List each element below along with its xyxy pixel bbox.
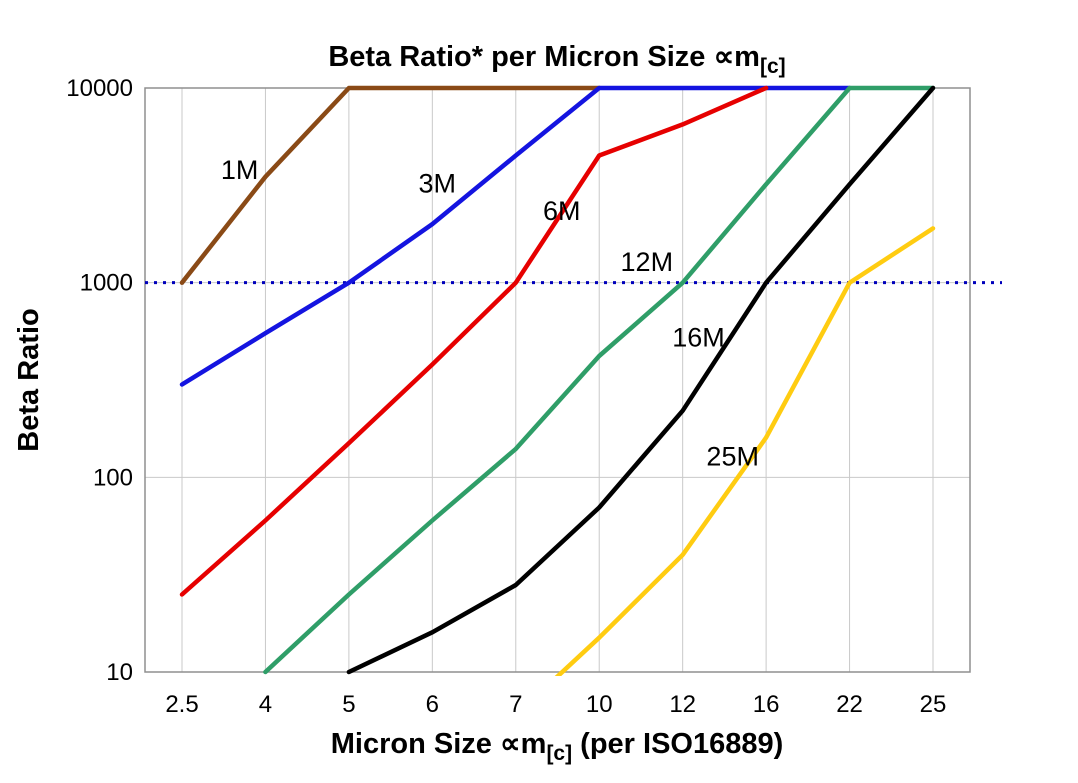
y-tick-10000: 10000 xyxy=(66,75,133,102)
series-line-16M xyxy=(346,85,936,675)
x-axis-label: Micron Size ∝m[c] (per ISO16889) xyxy=(331,728,784,765)
x-tick-16: 16 xyxy=(753,691,780,718)
series-label-16M: 16M xyxy=(672,323,725,353)
chart-title: Beta Ratio* per Micron Size ∝m[c] xyxy=(328,41,785,78)
x-tick-10: 10 xyxy=(586,691,613,718)
series-label-25M: 25M xyxy=(706,442,759,472)
x-tick-4: 4 xyxy=(259,691,272,718)
y-tick-10: 10 xyxy=(106,659,133,686)
x-tick-22: 22 xyxy=(836,691,863,718)
series-line-6M xyxy=(179,85,769,597)
y-axis-label: Beta Ratio xyxy=(13,308,45,451)
series-line-3M xyxy=(179,85,852,387)
x-tick-25: 25 xyxy=(920,691,947,718)
x-tick-7: 7 xyxy=(509,691,522,718)
series-label-12M: 12M xyxy=(621,247,674,277)
x-tick-5: 5 xyxy=(342,691,355,718)
series-label-1M: 1M xyxy=(221,155,259,185)
x-tick-6: 6 xyxy=(426,691,439,718)
y-tick-1000: 1000 xyxy=(80,270,133,297)
y-tick-100: 100 xyxy=(93,464,133,491)
x-tick-12: 12 xyxy=(669,691,696,718)
series-label-3M: 3M xyxy=(419,169,457,199)
x-tick-2.5: 2.5 xyxy=(165,691,198,718)
series-label-6M: 6M xyxy=(543,196,581,226)
series-line-1M xyxy=(179,85,602,285)
series-line-25M xyxy=(554,226,936,676)
series-line-12M xyxy=(263,85,936,675)
